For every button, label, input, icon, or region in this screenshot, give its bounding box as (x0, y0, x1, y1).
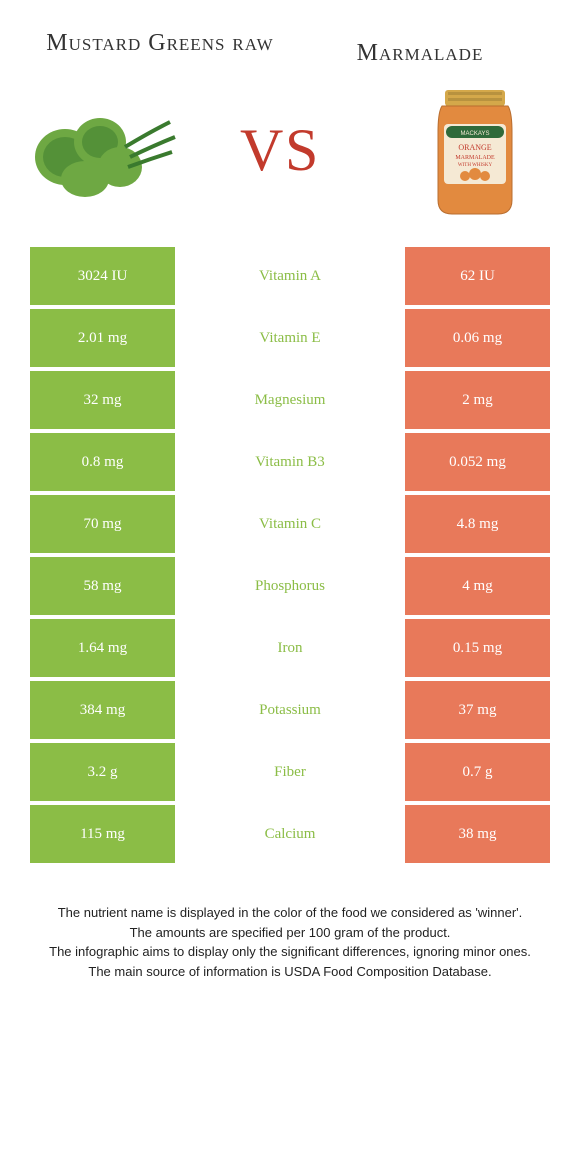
table-row: 3.2 gFiber0.7 g (30, 743, 550, 801)
comparison-table: 3024 IUVitamin A62 IU2.01 mgVitamin E0.0… (30, 247, 550, 863)
marmalade-jar-image: MACKAYS ORANGE MARMALADE WITH WHISKY (400, 87, 550, 217)
nutrient-label-cell: Phosphorus (179, 557, 401, 615)
right-value-cell: 4 mg (405, 557, 550, 615)
table-row: 70 mgVitamin C4.8 mg (30, 495, 550, 553)
nutrient-label-cell: Vitamin A (179, 247, 401, 305)
nutrient-label-cell: Calcium (179, 805, 401, 863)
jar-label-line1: ORANGE (458, 143, 491, 152)
header: Mustard Greens raw Marmalade (0, 0, 580, 77)
jar-brand-text: MACKAYS (461, 131, 490, 137)
vs-text: V (240, 117, 283, 183)
nutrient-label-cell: Potassium (179, 681, 401, 739)
nutrient-label-cell: Vitamin E (179, 309, 401, 367)
right-food-title: Marmalade (290, 30, 550, 67)
right-value-cell: 4.8 mg (405, 495, 550, 553)
left-value-cell: 70 mg (30, 495, 175, 553)
footer-line: The infographic aims to display only the… (30, 942, 550, 962)
table-row: 3024 IUVitamin A62 IU (30, 247, 550, 305)
right-value-cell: 0.052 mg (405, 433, 550, 491)
left-value-cell: 3.2 g (30, 743, 175, 801)
right-value-cell: 37 mg (405, 681, 550, 739)
nutrient-label-cell: Vitamin C (179, 495, 401, 553)
left-value-cell: 115 mg (30, 805, 175, 863)
left-value-cell: 2.01 mg (30, 309, 175, 367)
footer-line: The nutrient name is displayed in the co… (30, 903, 550, 923)
table-row: 58 mgPhosphorus4 mg (30, 557, 550, 615)
nutrient-label-cell: Fiber (179, 743, 401, 801)
nutrient-label-cell: Vitamin B3 (179, 433, 401, 491)
left-value-cell: 58 mg (30, 557, 175, 615)
right-value-cell: 0.06 mg (405, 309, 550, 367)
table-row: 384 mgPotassium37 mg (30, 681, 550, 739)
left-value-cell: 384 mg (30, 681, 175, 739)
footer-line: The amounts are specified per 100 gram o… (30, 923, 550, 943)
left-food-title: Mustard Greens raw (30, 30, 290, 57)
mustard-greens-image (30, 87, 180, 217)
table-row: 115 mgCalcium38 mg (30, 805, 550, 863)
table-row: 32 mgMagnesium2 mg (30, 371, 550, 429)
right-value-cell: 0.15 mg (405, 619, 550, 677)
nutrient-label-cell: Iron (179, 619, 401, 677)
table-row: 0.8 mgVitamin B30.052 mg (30, 433, 550, 491)
jar-label-line3: WITH WHISKY (458, 163, 493, 168)
left-value-cell: 32 mg (30, 371, 175, 429)
images-row: V S MACKAYS ORANGE MARMALADE WITH WHISKY (0, 77, 580, 247)
vs-icon: V S (220, 110, 360, 195)
right-value-cell: 38 mg (405, 805, 550, 863)
right-value-cell: 2 mg (405, 371, 550, 429)
left-value-cell: 3024 IU (30, 247, 175, 305)
nutrient-label-cell: Magnesium (179, 371, 401, 429)
footer-notes: The nutrient name is displayed in the co… (30, 903, 550, 981)
table-row: 1.64 mgIron0.15 mg (30, 619, 550, 677)
right-value-cell: 0.7 g (405, 743, 550, 801)
left-value-cell: 0.8 mg (30, 433, 175, 491)
footer-line: The main source of information is USDA F… (30, 962, 550, 982)
jar-label-line2: MARMALADE (455, 155, 495, 161)
table-row: 2.01 mgVitamin E0.06 mg (30, 309, 550, 367)
left-value-cell: 1.64 mg (30, 619, 175, 677)
right-value-cell: 62 IU (405, 247, 550, 305)
vs-text-s: S (285, 117, 318, 183)
